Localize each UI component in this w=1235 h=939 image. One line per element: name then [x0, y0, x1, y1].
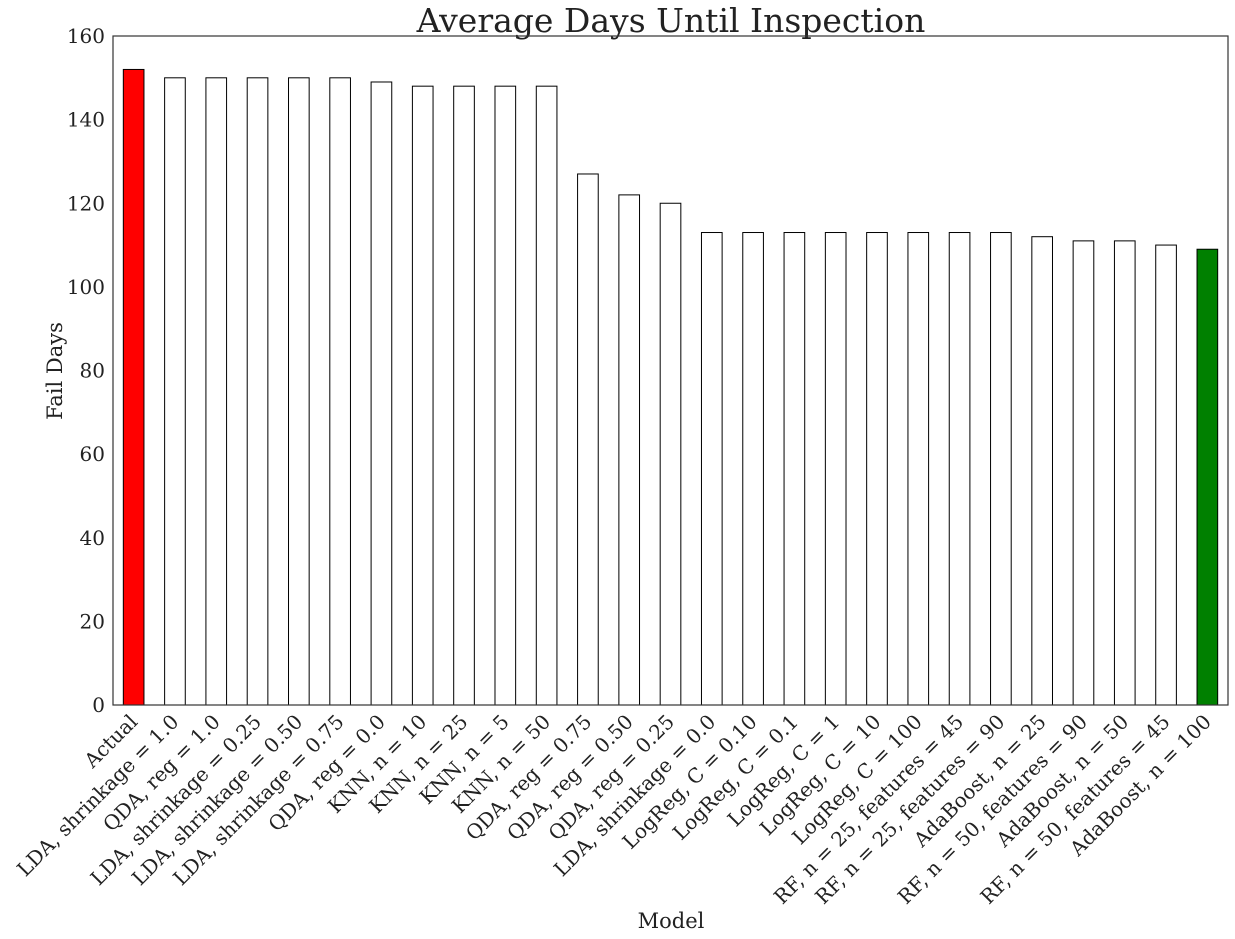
y-tick-label: 20 — [80, 609, 105, 633]
bar — [1113, 240, 1136, 706]
bar — [370, 81, 393, 706]
y-tick-label: 140 — [67, 108, 105, 132]
bar — [577, 173, 599, 706]
bar — [411, 85, 434, 706]
y-tick-label: 120 — [67, 191, 105, 215]
bar — [824, 232, 847, 706]
bar — [948, 232, 971, 706]
x-axis-label: Model — [638, 909, 705, 933]
bars-group — [122, 68, 1219, 706]
bar — [742, 232, 764, 706]
bar — [122, 68, 145, 706]
bar — [1196, 248, 1219, 706]
bar — [246, 77, 269, 706]
chart-title: Average Days Until Inspection — [416, 1, 926, 40]
bar — [329, 77, 351, 706]
plot-frame — [112, 35, 1229, 706]
bar — [618, 194, 641, 706]
bar — [866, 232, 888, 706]
bar — [700, 232, 723, 706]
bar — [535, 85, 558, 706]
bar — [494, 85, 517, 706]
y-tick-label: 160 — [67, 24, 105, 48]
y-tick-label: 60 — [80, 442, 105, 466]
bar — [783, 232, 806, 706]
y-tick-label: 0 — [92, 693, 105, 717]
bar — [205, 77, 228, 706]
bar — [907, 232, 930, 706]
bar — [990, 232, 1012, 706]
y-axis-ticks: 0 20 40 60 80 100 120 140 160 — [67, 24, 105, 717]
y-axis-label: Fail Days — [43, 322, 67, 420]
bar — [1072, 240, 1095, 706]
y-tick-label: 40 — [80, 526, 105, 550]
y-tick-label: 100 — [67, 275, 105, 299]
bar — [1155, 244, 1177, 706]
y-tick-label: 80 — [80, 359, 105, 383]
bar — [453, 85, 475, 706]
bar — [659, 202, 682, 706]
bar — [288, 77, 310, 706]
bar — [164, 77, 186, 706]
bar — [1031, 236, 1053, 706]
